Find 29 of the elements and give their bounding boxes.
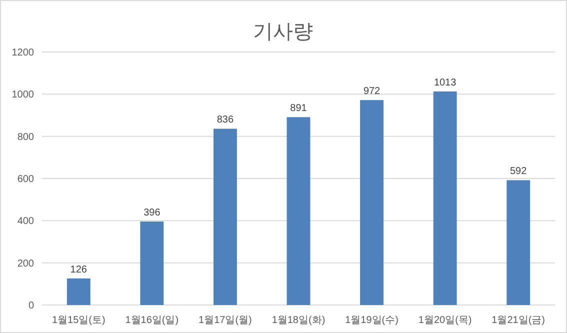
x-tick-label: 1월15일(토) — [52, 315, 106, 326]
y-tick-label: 0 — [28, 300, 34, 312]
data-label: 126 — [70, 264, 88, 276]
bar — [506, 180, 530, 305]
y-tick-label: 200 — [17, 258, 34, 270]
y-tick-label: 1000 — [12, 90, 34, 101]
x-tick-label: 1월21일(금) — [492, 315, 546, 326]
x-tick-label: 1월18일(화) — [272, 315, 326, 326]
data-label: 836 — [216, 114, 234, 126]
y-tick-label: 800 — [17, 132, 34, 143]
data-label: 1013 — [434, 77, 457, 88]
y-tick-label: 400 — [17, 216, 34, 228]
bar — [66, 278, 90, 305]
y-tick-label: 600 — [17, 174, 34, 185]
data-label: 592 — [510, 166, 528, 178]
x-tick-label: 1월19일(수) — [345, 315, 398, 326]
data-label: 891 — [290, 103, 308, 114]
y-tick-label: 1200 — [12, 48, 34, 58]
data-label: 972 — [363, 86, 381, 98]
x-tick-label: 1월20일(목) — [418, 315, 472, 326]
chart-title: 기사량 — [253, 21, 313, 43]
x-tick-label: 1월17일(월) — [198, 315, 252, 326]
bar — [213, 128, 237, 305]
bar — [433, 91, 457, 305]
bar — [360, 100, 384, 305]
x-tick-label: 1월16일(일) — [125, 315, 179, 326]
data-label: 396 — [144, 208, 161, 219]
bar — [286, 117, 310, 305]
bar — [140, 222, 164, 305]
